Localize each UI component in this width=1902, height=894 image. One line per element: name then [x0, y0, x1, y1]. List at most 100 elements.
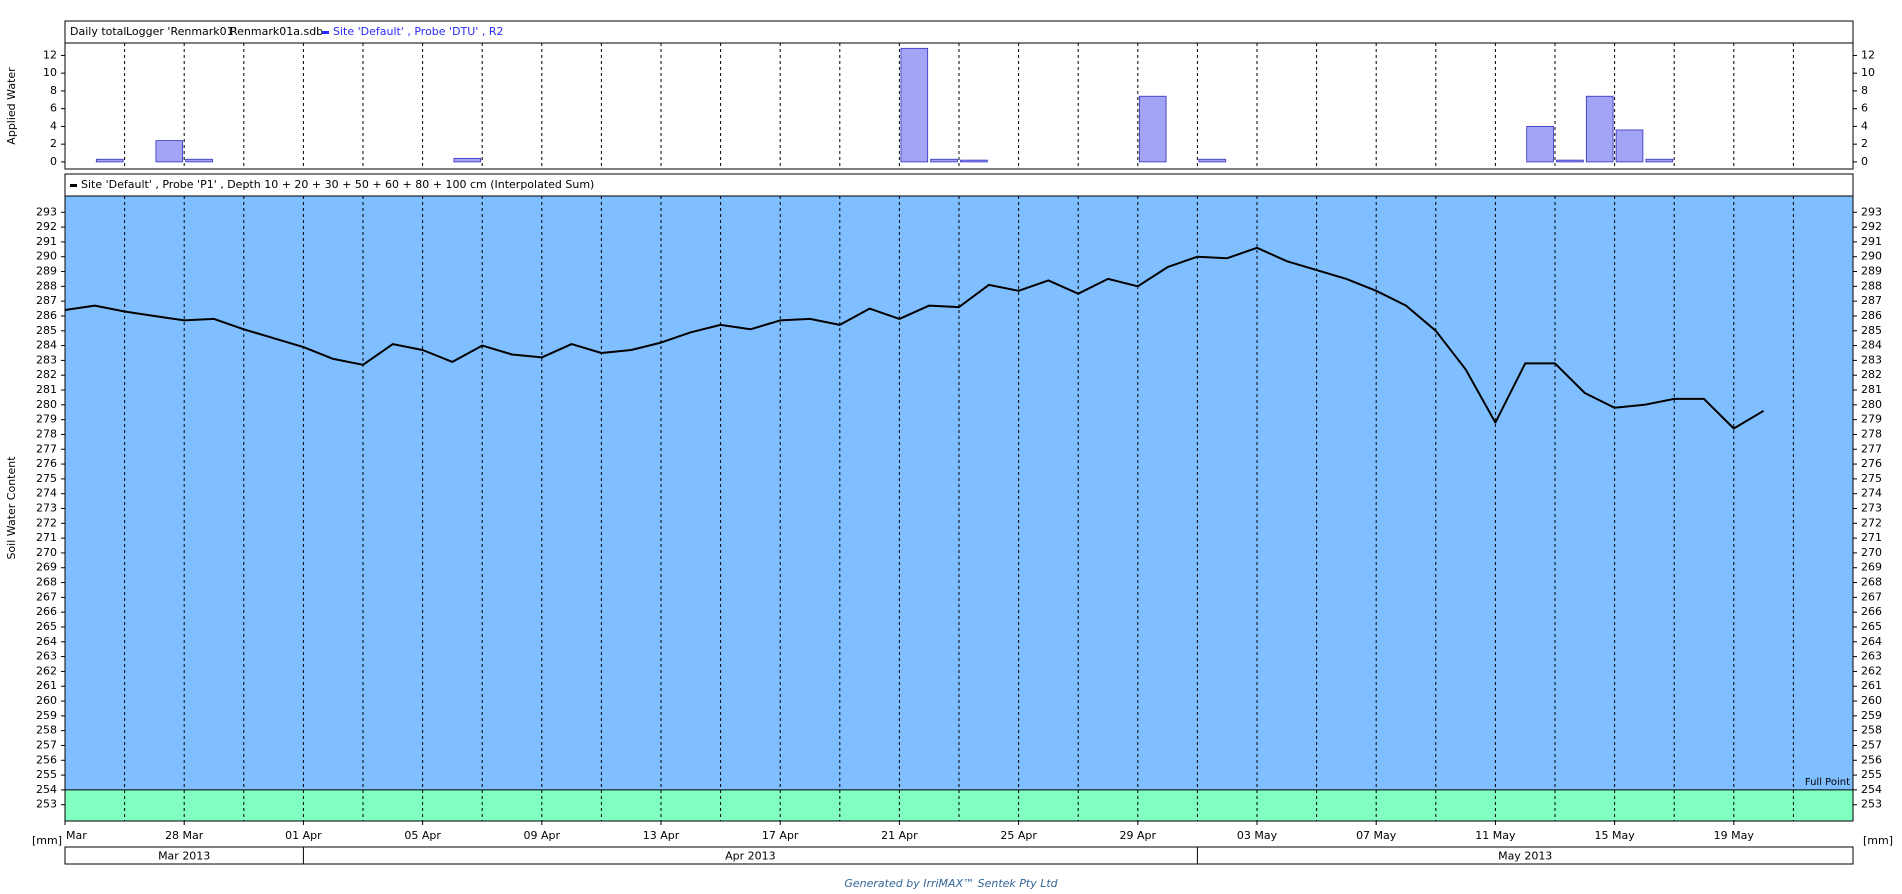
y-tick-label: 262 — [1861, 664, 1882, 677]
plot-frame — [64, 42, 1854, 170]
month-label: May 2013 — [1498, 850, 1552, 863]
y-tick-label: 265 — [1861, 620, 1882, 633]
y-tick-label: 266 — [36, 605, 57, 618]
x-tick-label: 03 May — [1237, 829, 1278, 842]
y-tick-label: 256 — [1861, 753, 1882, 766]
y-tick-label: 4 — [1861, 119, 1868, 132]
y-tick-label: 259 — [1861, 709, 1882, 722]
y-tick-label: 254 — [36, 783, 57, 796]
y-tick-label: 277 — [36, 442, 57, 455]
x-tick-label: 11 May — [1475, 829, 1516, 842]
y-tick-label: 275 — [36, 472, 57, 485]
y-tick-label: 6 — [1861, 102, 1868, 115]
x-tick-label: 29 Apr — [1120, 829, 1157, 842]
y-axis-label: Applied Water — [5, 67, 18, 145]
y-tick-label: 12 — [1861, 48, 1875, 61]
legend-label: Site 'Default' , Probe 'DTU' , R2 — [333, 25, 503, 38]
y-tick-label: 263 — [36, 650, 57, 663]
y-tick-label: 289 — [1861, 265, 1882, 278]
bar — [155, 140, 184, 163]
x-tick-label: 25 Apr — [1000, 829, 1037, 842]
y-tick-label: 292 — [1861, 220, 1882, 233]
x-tick-label: Mar — [66, 829, 87, 842]
y-tick-label: 271 — [1861, 531, 1882, 544]
y-tick-label: 287 — [36, 294, 57, 307]
y-tick-label: 289 — [36, 265, 57, 278]
y-tick-label: 266 — [1861, 605, 1882, 618]
y-tick-label: 277 — [1861, 442, 1882, 455]
y-tick-label: 272 — [1861, 516, 1882, 529]
y-tick-label: 293 — [1861, 205, 1882, 218]
x-tick-label: 07 May — [1356, 829, 1397, 842]
legend-swatch — [70, 184, 77, 187]
y-tick-label: 268 — [1861, 576, 1882, 589]
x-tick-label: 28 Mar — [165, 829, 204, 842]
y-tick-label: 274 — [36, 487, 57, 500]
bar — [1645, 158, 1674, 163]
x-tick-label: 19 May — [1714, 829, 1755, 842]
line-series — [64, 246, 1765, 430]
y-tick-label: 291 — [36, 235, 57, 248]
y-tick-label: 2 — [1861, 137, 1868, 150]
y-tick-label: 10 — [43, 66, 57, 79]
y-tick-label: 8 — [50, 84, 57, 97]
y-tick-label: 258 — [1861, 724, 1882, 737]
y-tick-label: 283 — [1861, 353, 1882, 366]
y-tick-label: 2 — [50, 137, 57, 150]
full-point-label: Full Point — [1805, 777, 1850, 788]
y-tick-label: 257 — [1861, 738, 1882, 751]
bar — [930, 158, 958, 163]
y-tick-label: 256 — [36, 753, 57, 766]
y-tick-label: 286 — [1861, 309, 1882, 322]
y-tick-label: 0 — [50, 155, 57, 168]
bar — [185, 158, 213, 163]
y-tick-label: 272 — [36, 516, 57, 529]
y-tick-label: 257 — [36, 738, 57, 751]
header-text: Daily total — [70, 25, 126, 38]
plot-frame — [64, 195, 1854, 822]
footer: Generated by IrriMAX™ Sentek Pty Ltd — [844, 877, 1058, 890]
y-tick-label: 291 — [1861, 235, 1882, 248]
bar — [1138, 95, 1167, 163]
y-tick-label: 292 — [36, 220, 57, 233]
y-tick-label: 6 — [50, 102, 57, 115]
y-tick-label: 267 — [36, 590, 57, 603]
y-tick-label: 261 — [1861, 679, 1882, 692]
y-tick-label: 261 — [36, 679, 57, 692]
y-tick-label: 270 — [36, 546, 57, 559]
x-tick-label: 21 Apr — [881, 829, 918, 842]
y-tick-label: 290 — [36, 250, 57, 263]
y-tick-label: 253 — [36, 798, 57, 811]
legend-swatch — [322, 31, 329, 34]
y-tick-label: 269 — [36, 561, 57, 574]
y-tick-label: 265 — [36, 620, 57, 633]
y-tick-label: 280 — [1861, 398, 1882, 411]
y-tick-label: 282 — [1861, 368, 1882, 381]
y-tick-label: 267 — [1861, 590, 1882, 603]
header-text: Renmark01a.sdb — [230, 25, 323, 38]
y-tick-label: 282 — [36, 368, 57, 381]
y-tick-label: 259 — [36, 709, 57, 722]
y-tick-label: 275 — [1861, 472, 1882, 485]
y-tick-label: 288 — [1861, 279, 1882, 292]
y-tick-label: 0 — [1861, 155, 1868, 168]
y-tick-label: 287 — [1861, 294, 1882, 307]
y-tick-label: 264 — [36, 635, 57, 648]
x-tick-label: 17 Apr — [762, 829, 799, 842]
x-tick-label: 01 Apr — [285, 829, 322, 842]
month-label: Apr 2013 — [725, 850, 776, 863]
y-tick-label: 268 — [36, 576, 57, 589]
y-tick-label: 258 — [36, 724, 57, 737]
y-tick-label: 286 — [36, 309, 57, 322]
y-tick-label: 273 — [1861, 502, 1882, 515]
y-tick-label: 278 — [1861, 427, 1882, 440]
bar — [1556, 159, 1584, 163]
bar — [1585, 95, 1614, 163]
y-tick-label: 285 — [1861, 324, 1882, 337]
y-tick-label: 255 — [1861, 768, 1882, 781]
y-tick-label: 283 — [36, 353, 57, 366]
y-tick-label: 284 — [1861, 339, 1882, 352]
bar — [1526, 126, 1554, 163]
y-tick-label: 290 — [1861, 250, 1882, 263]
